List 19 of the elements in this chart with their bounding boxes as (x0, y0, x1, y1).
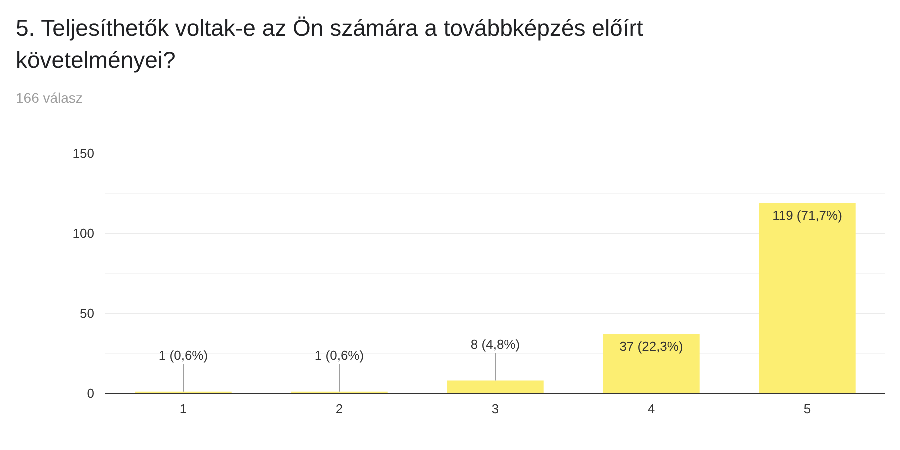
data-label: 1 (0,6%) (158, 348, 208, 364)
y-tick-label: 100 (72, 226, 95, 241)
y-tick-label: 150 (72, 146, 95, 161)
x-tick-label: 4 (648, 402, 656, 416)
x-tick-label: 5 (804, 402, 812, 416)
x-tick-label: 2 (336, 402, 344, 416)
bar (447, 380, 544, 394)
y-tick-label: 50 (80, 306, 95, 321)
x-tick-label: 1 (180, 402, 188, 416)
data-label: 119 (71,7%) (772, 208, 842, 223)
bar (759, 203, 856, 394)
bar (603, 334, 700, 394)
data-label: 1 (0,6%) (314, 348, 364, 364)
data-label: 8 (4,8%) (470, 336, 520, 352)
y-tick-label: 0 (87, 386, 95, 401)
chart-title: 5. Teljesíthetők voltak-e az Ön számára a továbbképzés előírt követelményei? (16, 14, 644, 76)
data-label: 37 (22,3%) (620, 339, 684, 354)
chart-subtitle: 166 válasz (16, 89, 83, 108)
x-tick-label: 3 (492, 402, 500, 416)
